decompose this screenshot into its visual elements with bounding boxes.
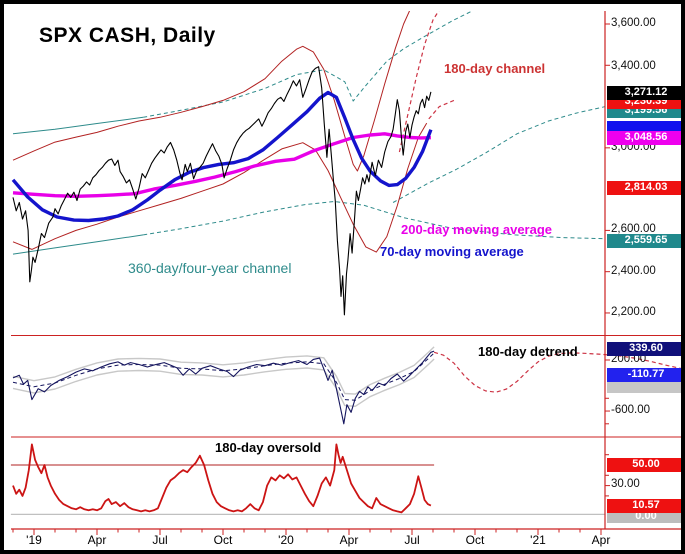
series-chan180-lower-projection — [428, 99, 455, 120]
badge-channel-2814: 2,814.03 — [607, 181, 681, 195]
annotation-200-day-ma: 200-day moving average — [401, 222, 553, 237]
x-label-oct19: Oct — [213, 533, 233, 547]
annotation-360-day-channel: 360-day/four-year channel — [128, 260, 292, 276]
annotation-180-day-channel: 180-day channel — [444, 61, 546, 76]
series-chan360-upper-dashed — [143, 11, 474, 118]
annotation-70-day-ma: 70-day moving average — [380, 244, 524, 259]
series-chan360-lower-dashed — [143, 201, 605, 240]
annotation-180-day-oversold: 180-day oversold — [215, 440, 322, 455]
x-label-oct20: Oct — [465, 533, 485, 547]
detrend-tick-neg600: -600.00 — [611, 404, 651, 416]
series-detrend-projection — [433, 351, 681, 393]
price-tick-3600: 3,600.00 — [611, 17, 656, 29]
badge-oversold-last-value: 10.57 — [607, 499, 681, 513]
series-chan180-upper-projection — [398, 11, 440, 153]
series-detrend-actual — [12, 350, 435, 425]
series-ma200 — [12, 132, 431, 199]
series-oversold — [12, 443, 432, 514]
series-band-upper — [12, 346, 435, 395]
x-label-jul20: Jul — [404, 533, 420, 547]
badge-detrend-band-value — [607, 381, 681, 393]
badge-200dma-value: 3,048.56 — [607, 131, 681, 145]
tick-marks — [12, 23, 610, 535]
page-title: SPX CASH, Daily — [39, 24, 216, 47]
badge-70dma-value — [607, 121, 681, 133]
price-panel-lines — [11, 11, 605, 316]
badge-detrend-projection-value: 339.60 — [607, 342, 681, 356]
x-label-apr21: Apr — [591, 533, 611, 547]
badge-oversold-threshold: 50.00 — [607, 458, 681, 472]
oversold-tick-30: 30.00 — [611, 478, 640, 490]
x-label-apr20: Apr — [339, 533, 359, 547]
series-chan180-upper — [12, 11, 411, 172]
detrend-tick-200: 200.00 — [611, 353, 647, 365]
x-label-19: '19 — [26, 533, 42, 547]
x-label-21: '21 — [530, 533, 546, 547]
x-label-jul19: Jul — [152, 533, 168, 547]
badge-detrend-last-value: -110.77 — [607, 368, 681, 382]
series-price — [12, 66, 432, 316]
x-label-apr19: Apr — [87, 533, 107, 547]
badge-last-price: 3,271.12 — [607, 86, 681, 100]
series-chan360-upper-solid — [12, 116, 144, 135]
series-band-lower — [12, 358, 435, 407]
price-tick-2400: 2,400.00 — [611, 265, 656, 277]
series-chan360-lower-solid — [12, 234, 144, 255]
axes-lines — [11, 11, 681, 530]
series-ma70 — [11, 90, 433, 223]
price-chart-svg — [10, 11, 681, 535]
series-chan360-lower-mid-dashed — [392, 106, 605, 203]
detrend-panel-lines — [12, 346, 681, 425]
annotation-180-day-detrend: 180-day detrend — [478, 344, 578, 359]
price-tick-2600: 2,600.00 — [611, 223, 656, 235]
badge-360-channel-lower-value: 2,559.65 — [607, 234, 681, 248]
series-chan180-lower — [12, 122, 428, 253]
oversold-panel-lines — [10, 443, 606, 515]
price-tick-2200: 2,200.00 — [611, 306, 656, 318]
x-label-20: '20 — [278, 533, 294, 547]
price-tick-3400: 3,400.00 — [611, 60, 656, 72]
